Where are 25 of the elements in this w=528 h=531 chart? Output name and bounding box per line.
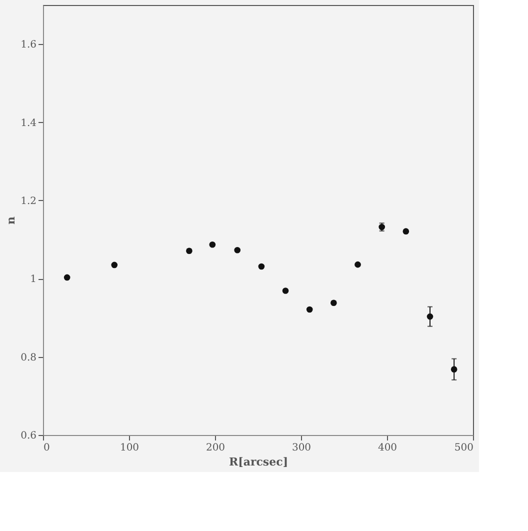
point [354, 261, 361, 268]
x-tick-label: 100 [120, 442, 140, 454]
y-tick-label: 0.8 [20, 352, 36, 364]
y-tick-label: 1 [30, 274, 36, 286]
point [234, 246, 241, 254]
x-tick-label: 200 [206, 442, 226, 454]
point [209, 241, 216, 248]
point [111, 262, 118, 268]
point [258, 263, 265, 270]
y-tick-label: 1.4 [20, 118, 36, 129]
point [64, 274, 70, 281]
x-axis-title: R[arcsec] [228, 456, 288, 468]
point [330, 300, 337, 306]
y-tick-label: 1.6 [20, 40, 36, 51]
y-tick-label: 0.6 [20, 430, 36, 442]
x-tick-label: 0 [44, 442, 50, 454]
x-tick-label: 300 [292, 442, 312, 454]
point [282, 288, 289, 294]
point [186, 248, 192, 254]
point [306, 306, 313, 313]
y-axis-title: n [4, 216, 18, 224]
x-tick-label: 500 [454, 442, 474, 454]
point [402, 228, 410, 234]
y-tick-label: 1.2 [20, 196, 36, 207]
x-tick-label: 400 [378, 442, 398, 454]
